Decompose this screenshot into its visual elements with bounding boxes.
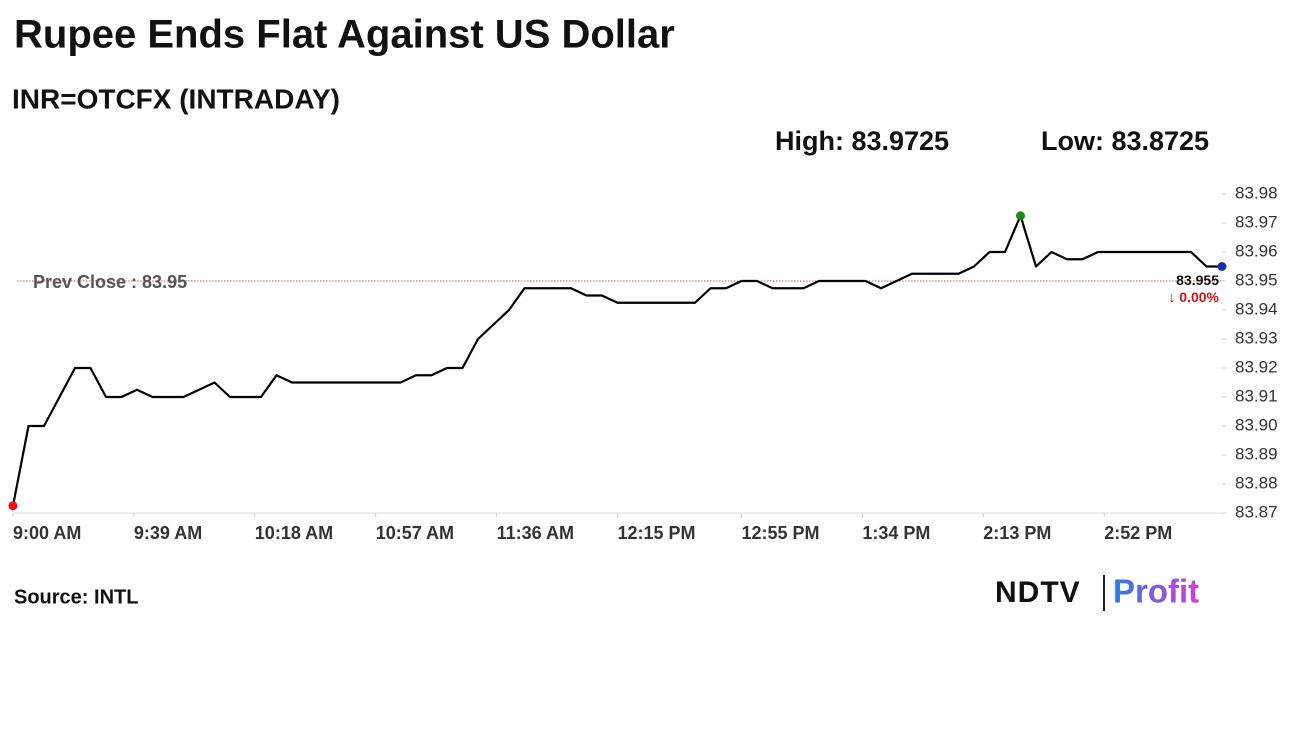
x-tick-label: 12:55 PM bbox=[742, 523, 820, 543]
y-tick-label: 83.87 bbox=[1235, 502, 1278, 521]
x-tick-label: 12:15 PM bbox=[618, 523, 696, 543]
y-tick-label: 83.89 bbox=[1235, 444, 1278, 463]
source: Source: INTL bbox=[14, 586, 138, 608]
x-tick-label: 9:00 AM bbox=[13, 523, 81, 543]
y-tick-label: 83.94 bbox=[1235, 299, 1278, 318]
y-tick-label: 83.96 bbox=[1235, 241, 1278, 260]
y-tick-label: 83.90 bbox=[1235, 415, 1278, 434]
last-value-label: 83.955 bbox=[1176, 272, 1219, 288]
y-tick-label: 83.88 bbox=[1235, 473, 1278, 492]
last-marker bbox=[1217, 262, 1227, 271]
x-tick-label: 2:13 PM bbox=[983, 523, 1051, 543]
x-tick-label: 10:18 AM bbox=[255, 523, 333, 543]
logo-product: Profit bbox=[1113, 573, 1199, 610]
y-tick-label: 83.92 bbox=[1235, 357, 1278, 376]
low-marker bbox=[8, 501, 18, 511]
prev-close-label: Prev Close : 83.95 bbox=[33, 272, 187, 292]
chart-title: Rupee Ends Flat Against US Dollar bbox=[14, 13, 675, 57]
x-tick-label: 10:57 AM bbox=[376, 523, 454, 543]
high-marker bbox=[1016, 211, 1025, 221]
y-tick-label: 83.97 bbox=[1235, 212, 1278, 231]
chart-subtitle: INR=OTCFX (INTRADAY) bbox=[12, 83, 340, 114]
x-tick-label: 11:36 AM bbox=[497, 523, 574, 543]
x-tick-label: 9:39 AM bbox=[134, 523, 202, 543]
y-tick-label: 83.93 bbox=[1235, 328, 1278, 347]
logo-brand: NDTV bbox=[995, 576, 1081, 609]
change-label: ↓ 0.00% bbox=[1168, 289, 1219, 305]
low-text: Low: 83.8725 bbox=[1041, 126, 1209, 156]
y-tick-label: 83.91 bbox=[1235, 386, 1278, 405]
price-line bbox=[11, 214, 1222, 506]
y-tick-label: 83.98 bbox=[1235, 183, 1278, 202]
y-tick-label: 83.95 bbox=[1235, 270, 1278, 289]
x-tick-label: 2:52 PM bbox=[1104, 523, 1172, 543]
x-tick-label: 1:34 PM bbox=[862, 523, 930, 543]
high-text: High: 83.9725 bbox=[775, 126, 949, 156]
